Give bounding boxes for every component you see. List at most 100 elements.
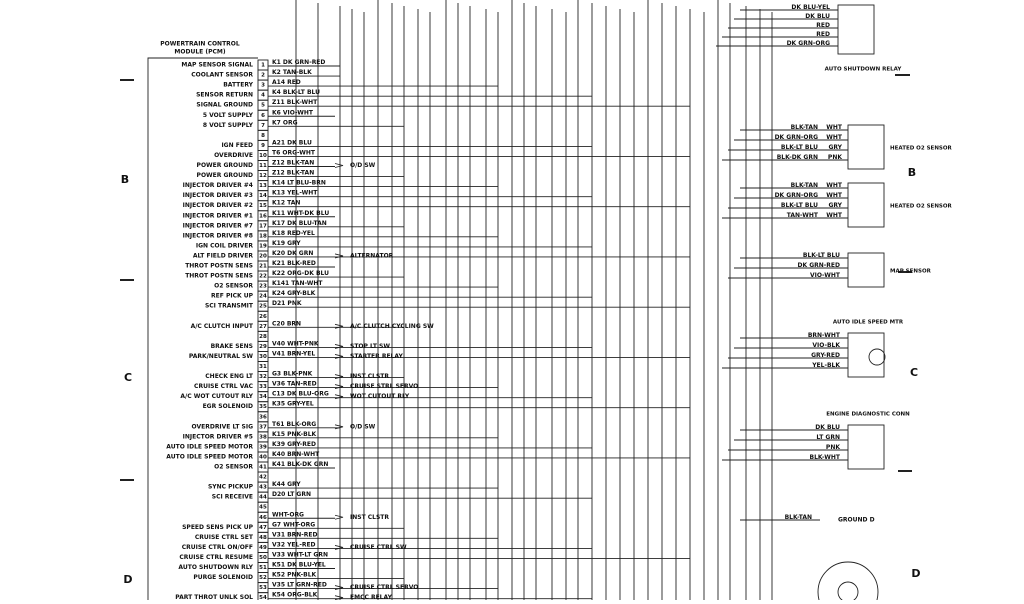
pin-label: SENSOR RETURN	[196, 92, 253, 99]
component-wire: YEL-BLK	[811, 362, 840, 369]
connector-arrow	[334, 384, 344, 390]
wire-label: V36 TAN-RED	[272, 381, 317, 388]
component-wire: DK GRN-ORG	[775, 134, 818, 141]
wire-label: K40 BRN-WHT	[272, 451, 320, 458]
wire-label: A14 RED	[272, 79, 301, 86]
component-name: HEATED O2 SENSOR	[890, 146, 953, 152]
pin-label: THROT POSTN SENS	[185, 263, 253, 270]
pin-label: CRUISE CTRL RESUME	[179, 554, 253, 561]
pin-label: A/C CLUTCH INPUT	[191, 323, 254, 330]
device-label: A/C CLUTCH CYCLING SW	[350, 323, 434, 330]
pin-label: IGN FEED	[221, 142, 253, 149]
pin-number: 39	[259, 444, 267, 450]
pin-number: 8	[261, 133, 265, 139]
wire-label: V41 BRN-YEL	[272, 350, 315, 357]
pin-number: 36	[259, 414, 267, 420]
wire-label: V32 YEL-RED	[272, 541, 316, 548]
wire-label: K44 GRY	[272, 481, 301, 488]
component-wire: BLK-LT BLU	[803, 252, 840, 259]
component-pin: WHT	[826, 182, 843, 189]
component-wire: BLK-TAN	[785, 514, 812, 521]
wire-label: K52 PNK-BLK	[272, 572, 317, 579]
component-pin: GRY	[828, 144, 842, 151]
connector-arrow	[334, 394, 344, 400]
pin-label: OVERDRIVE	[214, 152, 253, 159]
pin-number: 30	[259, 354, 267, 360]
device-label: EMCC RELAY	[350, 594, 393, 600]
pin-label: A/C WOT CUTOUT RLY	[180, 393, 253, 400]
component-wire: DK GRN-ORG	[775, 192, 818, 199]
connector-arrow	[334, 514, 344, 520]
pin-label: O2 SENSOR	[214, 464, 253, 471]
wire-label: K19 GRY	[272, 240, 301, 247]
pin-number: 38	[259, 434, 267, 440]
wire-label: K2 TAN-BLK	[272, 69, 312, 76]
device-label: CRUISE STRL SERVO	[350, 383, 418, 390]
grid-letter: B	[908, 166, 916, 179]
component-wire: GRY-RED	[811, 352, 840, 359]
wire-label: K22 ORG-DK BLU	[272, 270, 329, 277]
pin-number: 42	[259, 475, 267, 481]
connector-arrow	[334, 163, 344, 168]
pin-label: THROT POSTN SENS	[185, 273, 253, 280]
grid-letter: D	[911, 567, 920, 580]
pin-number: 45	[259, 505, 267, 511]
wire-label: K54 ORG-BLK	[272, 592, 318, 599]
pin-number: 18	[259, 233, 267, 239]
component-box	[847, 332, 885, 378]
pin-label: PART THROT UNLK SOL	[175, 594, 253, 600]
wire-label: V33 WHT-LT GRN	[272, 551, 328, 558]
component-name: MAP SENSOR	[890, 269, 932, 275]
pin-label: SCI TRANSMIT	[205, 303, 254, 310]
pin-label: INJECTOR DRIVER #4	[183, 182, 253, 189]
pin-label: SIGNAL GROUND	[196, 102, 253, 109]
wire-label: K51 DK BLU-YEL	[272, 562, 326, 569]
pin-label: AUTO IDLE SPEED MOTOR	[166, 453, 253, 460]
wire-label: D20 LT GRN	[272, 491, 311, 498]
component-pin: PNK	[828, 154, 842, 161]
device-label: ALTERNATOR	[350, 252, 394, 259]
pin-number: 3	[261, 83, 265, 89]
connector-arrow	[334, 585, 344, 591]
pin-label: INJECTOR DRIVER #3	[183, 192, 253, 199]
pin-number: 12	[259, 173, 267, 179]
wire-label: A21 DK BLU	[272, 139, 312, 146]
pcm-outline	[147, 57, 258, 600]
pin-label: IGN COIL DRIVER	[196, 242, 253, 249]
pin-label: CRUISE CTRL SET	[195, 534, 254, 541]
component-wire: RED	[816, 31, 830, 38]
wire-label: K15 PNK-BLK	[272, 431, 317, 438]
device-label: CRUISE CTRL SW	[350, 544, 407, 551]
pin-number: 21	[259, 264, 267, 270]
pin-number: 10	[259, 153, 267, 159]
motor-symbol	[868, 348, 886, 366]
wire-label: V40 WHT-PNK	[272, 340, 319, 347]
grid-letter: C	[124, 371, 132, 384]
pin-label: CRUISE CTRL VAC	[194, 383, 254, 390]
pcm-title: POWERTRAIN CONTROL	[160, 41, 240, 48]
wire-label: Z12 BLK-TAN	[272, 160, 314, 167]
component-wire: DK BLU-YEL	[791, 4, 830, 11]
wire-label: Z11 BLK-WHT	[272, 99, 318, 106]
pin-number: 26	[259, 314, 267, 320]
pin-label: REF PICK UP	[211, 293, 254, 300]
connector-arrow	[334, 253, 344, 259]
pin-number: 29	[259, 344, 267, 350]
wire-label: T6 ORG-WHT	[272, 149, 316, 156]
component-wire: DK BLU	[805, 13, 830, 20]
wire-label: K14 LT BLU-BRN	[272, 180, 326, 187]
pin-number: 23	[259, 284, 267, 290]
component-wire: BLK-WHT	[810, 454, 841, 461]
pin-number: 41	[259, 465, 267, 471]
pin-label: BRAKE SENS	[211, 343, 253, 350]
component-box	[847, 252, 885, 288]
connector-arrow	[334, 424, 344, 430]
component-pin: WHT	[826, 124, 843, 131]
pin-number: 2	[261, 73, 265, 79]
grid-letter: C	[910, 366, 918, 379]
component-wire: BLK-LT BLU	[781, 202, 818, 209]
pin-number: 19	[259, 243, 267, 249]
pin-label: COOLANT SENSOR	[191, 72, 253, 79]
pin-label: CHECK ENG LT	[205, 373, 254, 380]
